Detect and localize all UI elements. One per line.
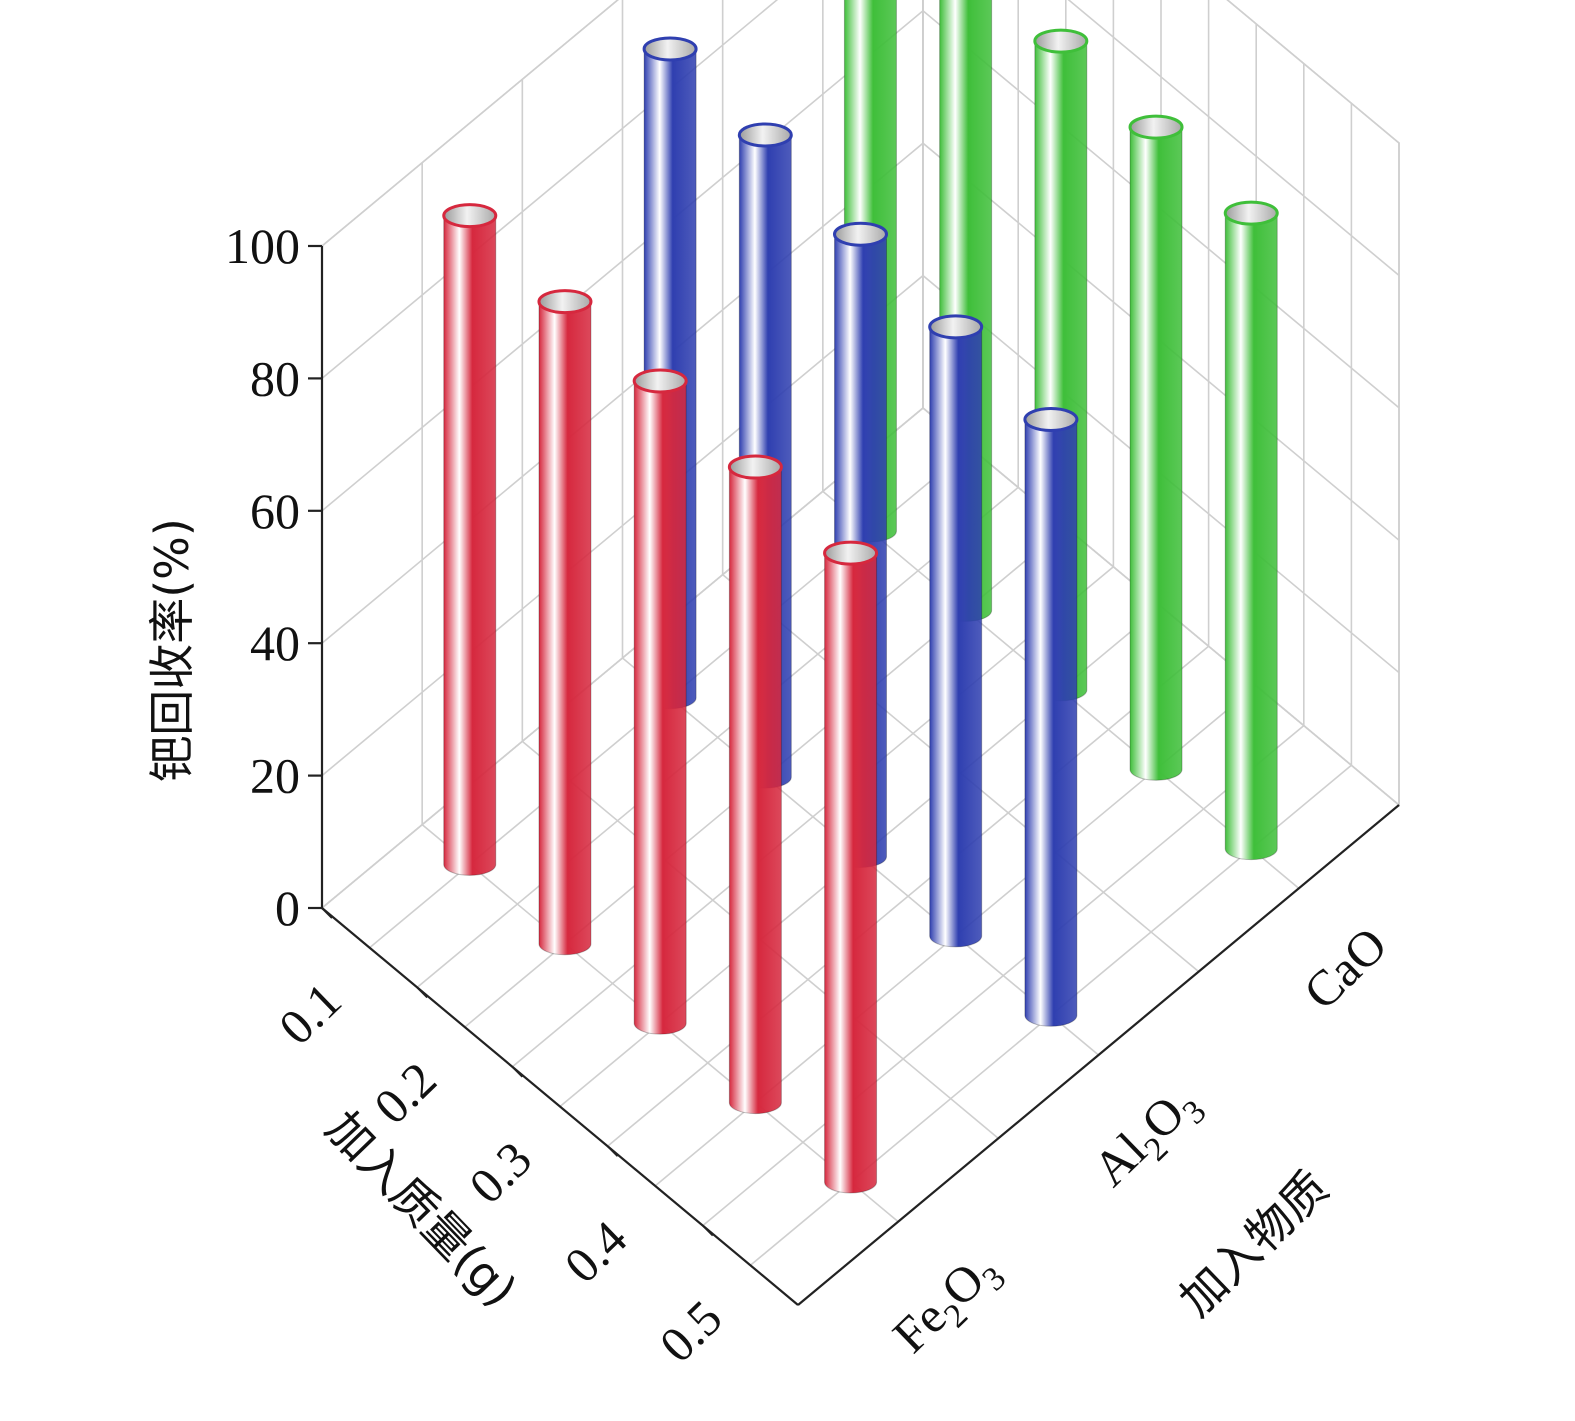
y-tick-label: 100 [225,218,300,274]
bar-cap [1033,28,1089,54]
bar-body [538,301,592,956]
mass-tick-label: 0.5 [649,1289,733,1373]
bar [632,368,688,1035]
mass-tick-label: 0.3 [458,1130,542,1214]
bar-cap [1023,407,1079,432]
y-tick-label: 0 [275,880,300,936]
bar-body [633,380,687,1035]
bar-cap [632,368,688,394]
mass-axis-line [321,907,799,1306]
bar-body [728,466,782,1115]
bar-body [824,552,878,1194]
bar [1023,407,1079,1027]
bar-cap [737,122,793,148]
mass-tick-label: 0.1 [268,972,352,1056]
bar-body [929,326,983,948]
y-axis-title: 钯回收率(%) [145,518,199,782]
mass-tick [511,1066,524,1078]
substance-axis-line [797,804,1400,1306]
substance-axis-title: 加入物质 [1169,1160,1339,1327]
bar-cap [442,203,498,229]
substance-label-main: CaO [1293,916,1398,1020]
bars [442,0,1279,1194]
y-tick-label: 40 [250,615,300,671]
bar [537,289,593,956]
y-tick-label: 20 [250,748,300,804]
substance-label: CaO [1293,916,1398,1020]
mass-tick [702,1224,714,1237]
bar-cap [537,289,593,315]
substance-label: Fe2O3 [882,1240,1014,1370]
bar-body [443,215,497,876]
bar-cap [1128,114,1184,140]
bar-cap [833,221,888,247]
bar-cap [727,454,783,480]
mass-tick [416,986,428,999]
bar-body [1024,419,1078,1027]
bar-cap [642,36,698,62]
mass-tick [321,907,333,919]
axes [308,244,1400,1306]
bar [823,540,879,1194]
substance-label: Al2O3 [1082,1073,1214,1203]
bar-cap [928,314,984,340]
bar-cap [823,540,879,566]
bar [727,454,783,1115]
bar-cap [1223,200,1279,226]
bar-body [1129,126,1183,781]
bar [442,203,498,876]
mass-tick [606,1145,619,1157]
y-tick-label: 60 [250,483,300,539]
bar-body [1224,212,1278,861]
bar [1128,114,1184,781]
bar [1223,200,1279,861]
mass-tick-label: 0.4 [553,1210,637,1294]
y-tick-label: 80 [250,350,300,406]
bar [928,314,984,948]
